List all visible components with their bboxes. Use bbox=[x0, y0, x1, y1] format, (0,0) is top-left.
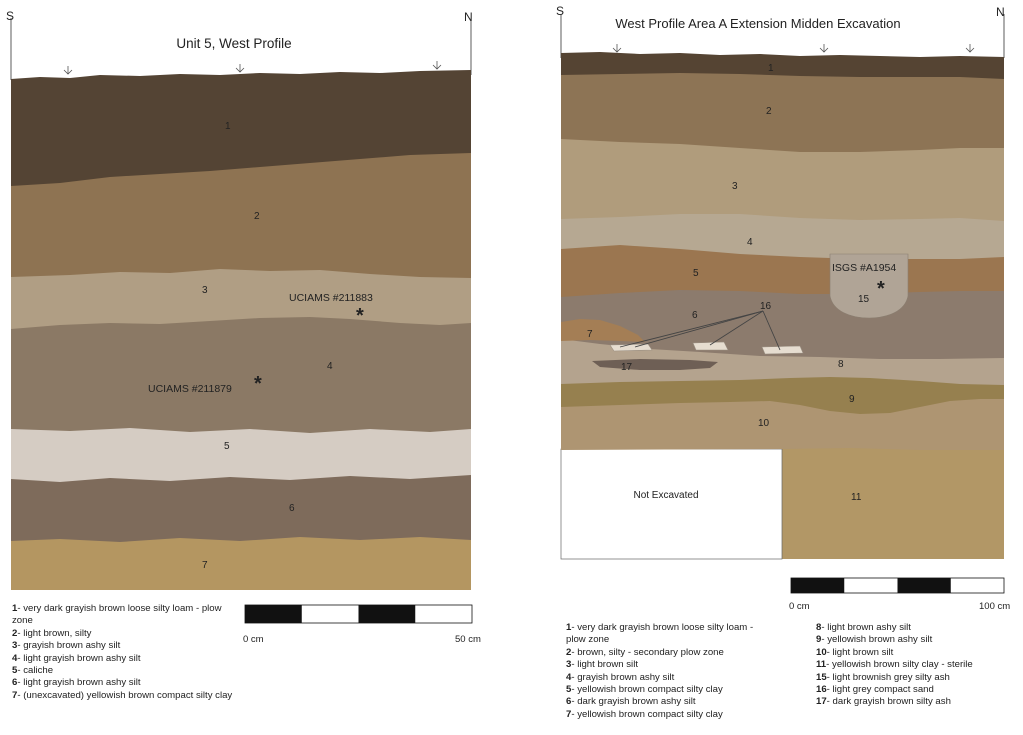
right-layer-label-7: 7 bbox=[587, 329, 593, 340]
sample-asterisk-icon: * bbox=[356, 305, 364, 327]
legend-item: 6- light grayish brown ashy silt bbox=[12, 677, 141, 689]
right-layer-11 bbox=[782, 447, 1004, 559]
sample-asterisk-icon: * bbox=[254, 373, 262, 395]
right-profile: S N West Profile Area A Extension Midden… bbox=[556, 4, 1010, 612]
legend-item: 7- yellowish brown compact silty clay bbox=[566, 708, 723, 720]
right-layer-label-6: 6 bbox=[692, 310, 698, 321]
legend-item: 6- dark grayish brown ashy silt bbox=[566, 696, 696, 708]
right-layer-label-10: 10 bbox=[758, 418, 770, 429]
legend-item: 16- light grey compact sand bbox=[816, 684, 934, 696]
left-scale-start: 0 cm bbox=[243, 634, 264, 645]
left-south-label: S bbox=[6, 9, 14, 23]
left-scale-bar: 0 cm 50 cm bbox=[243, 604, 481, 645]
left-layer-label-4: 4 bbox=[327, 361, 333, 372]
legend-item: 15- light brownish grey silty ash bbox=[816, 671, 950, 683]
left-layer-label-2: 2 bbox=[254, 211, 260, 222]
legend-item: 10- light brown silt bbox=[816, 646, 894, 658]
right-layer-label-2: 2 bbox=[766, 106, 772, 117]
right-layer-10 bbox=[561, 398, 1004, 450]
left-layer-2 bbox=[11, 152, 471, 278]
legend-item: 11- yellowish brown silty clay - sterile bbox=[816, 659, 973, 671]
left-layer-4 bbox=[11, 316, 471, 433]
right-legend-column-2: 8- light brown ashy silt 9- yellowish br… bbox=[816, 622, 1006, 709]
right-legend-column-1: 1- very dark grayish brown loose silty l… bbox=[566, 622, 761, 721]
left-profile: S N Unit 5, West Profile 1 2 3 4 5 6 7 bbox=[6, 9, 481, 645]
right-north-label: N bbox=[996, 5, 1005, 19]
left-layer-label-5: 5 bbox=[224, 441, 230, 452]
legend-item: 7- (unexcavated) yellowish brown compact… bbox=[12, 689, 233, 701]
right-scale-bar: 0 cm 100 cm bbox=[789, 577, 1010, 612]
right-profile-title: West Profile Area A Extension Midden Exc… bbox=[615, 16, 900, 31]
legend-item: 9- yellowish brown ashy silt bbox=[816, 634, 933, 646]
legend-item: 3- light brown silt bbox=[566, 659, 638, 671]
sample-asterisk-icon: * bbox=[877, 278, 885, 300]
left-legend: 1- very dark grayish brown loose silty l… bbox=[12, 603, 240, 702]
right-layer-16-lenses bbox=[609, 341, 804, 355]
sample-label-isgs-a1954: ISGS #A1954 bbox=[832, 262, 896, 274]
left-layer-7 bbox=[11, 536, 471, 590]
legend-item: 4- light grayish brown ashy silt bbox=[12, 652, 141, 664]
right-layer-4 bbox=[561, 213, 1004, 259]
right-layer-2 bbox=[561, 72, 1004, 152]
left-layer-labels: 1 2 3 4 5 6 7 bbox=[202, 121, 333, 571]
legend-item: 1- very dark grayish brown loose silty l… bbox=[12, 603, 222, 627]
left-north-label: N bbox=[464, 10, 473, 24]
left-layer-label-3: 3 bbox=[202, 285, 208, 296]
right-layer-15 bbox=[829, 253, 909, 319]
legend-item: 3- grayish brown ashy silt bbox=[12, 640, 121, 652]
left-layer-6 bbox=[11, 474, 471, 542]
left-layer-5 bbox=[11, 427, 471, 482]
right-layer-labels: 1 2 3 4 5 6 7 8 9 10 11 15 16 17 bbox=[587, 63, 870, 503]
left-scale-end: 50 cm bbox=[455, 634, 481, 645]
right-layer-label-5: 5 bbox=[693, 268, 699, 279]
right-layer-label-4: 4 bbox=[747, 237, 753, 248]
legend-item: 1- very dark grayish brown loose silty l… bbox=[566, 622, 754, 646]
right-layer-label-1: 1 bbox=[768, 63, 774, 74]
left-profile-title: Unit 5, West Profile bbox=[176, 36, 291, 51]
right-layer-label-11: 11 bbox=[851, 492, 862, 503]
right-layer-7 bbox=[561, 319, 645, 342]
right-south-label: S bbox=[556, 4, 564, 18]
legend-item: 8- light brown ashy silt bbox=[816, 622, 911, 633]
left-layer-1 bbox=[11, 70, 471, 186]
sample-label-uciams-211883: UCIAMS #211883 bbox=[289, 292, 373, 304]
right-scale-start: 0 cm bbox=[789, 601, 810, 612]
right-layer-label-16: 16 bbox=[760, 301, 772, 312]
right-layer-label-17: 17 bbox=[621, 362, 633, 373]
right-layer-label-9: 9 bbox=[849, 394, 855, 405]
legend-item: 4- grayish brown ashy silt bbox=[566, 671, 675, 683]
left-layer-label-1: 1 bbox=[225, 121, 231, 132]
not-excavated-label: Not Excavated bbox=[633, 490, 698, 501]
legend-item: 5- yellowish brown compact silty clay bbox=[566, 684, 723, 696]
right-layer-1 bbox=[561, 52, 1004, 79]
not-excavated-area bbox=[560, 448, 783, 560]
legend-item: 17- dark grayish brown silty ash bbox=[816, 696, 951, 708]
right-scale-end: 100 cm bbox=[979, 601, 1010, 612]
right-layer-label-8: 8 bbox=[838, 359, 844, 370]
layer-16-leader-lines bbox=[619, 310, 781, 351]
left-layer-label-6: 6 bbox=[289, 503, 295, 514]
right-layer-label-15: 15 bbox=[858, 294, 870, 305]
left-layer-label-7: 7 bbox=[202, 560, 208, 571]
right-layer-label-3: 3 bbox=[732, 181, 738, 192]
right-layer-17 bbox=[592, 359, 718, 370]
legend-item: 2- light brown, silty bbox=[12, 627, 92, 639]
legend-item: 5- caliche bbox=[12, 665, 54, 677]
right-layer-3 bbox=[561, 138, 1004, 221]
left-surface-markers bbox=[63, 61, 442, 75]
left-layer-3 bbox=[11, 268, 471, 329]
right-layer-9 bbox=[561, 376, 1004, 414]
sample-label-uciams-211879: UCIAMS #211879 bbox=[148, 383, 232, 395]
right-surface-markers bbox=[612, 44, 975, 53]
legend-item: 2- brown, silty - secondary plow zone bbox=[566, 646, 724, 658]
